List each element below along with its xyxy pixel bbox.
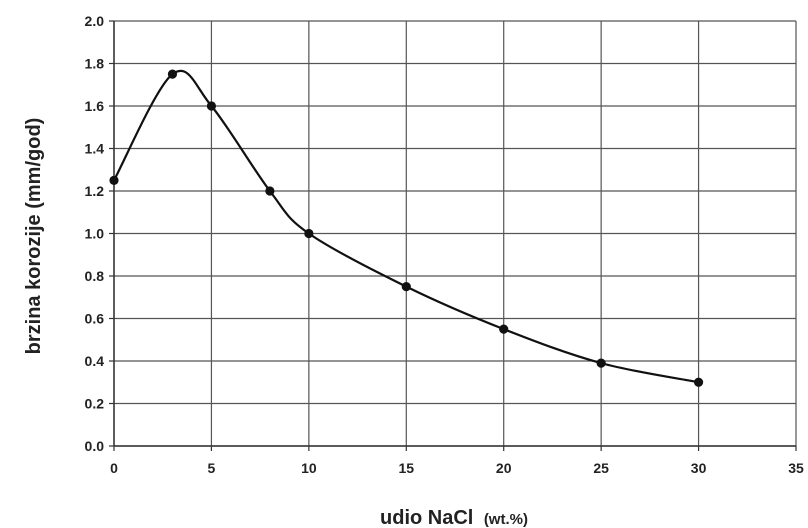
- x-tick-label: 0: [110, 460, 118, 476]
- x-axis-label-unit: (wt.%): [484, 511, 528, 528]
- y-tick-label: 2.0: [85, 13, 105, 29]
- y-tick-label: 0.0: [85, 438, 105, 454]
- x-axis-label-main: udio NaCl: [380, 507, 473, 528]
- y-tick-label: 0.2: [85, 396, 105, 412]
- x-tick-labels: 0 5 10 15 20 25 30 35: [110, 460, 804, 476]
- series-group: [109, 69, 704, 387]
- x-tick-label: 5: [208, 460, 216, 476]
- y-tick-label: 1.8: [85, 56, 105, 72]
- y-tick-label: 1.4: [85, 141, 105, 157]
- y-tick-label: 0.6: [85, 311, 105, 327]
- x-tick-label: 30: [691, 460, 707, 476]
- data-point: [109, 175, 119, 185]
- x-tick-label: 20: [496, 460, 512, 476]
- x-tick-label: 10: [301, 460, 317, 476]
- data-point: [265, 186, 275, 196]
- x-tick-label: 15: [398, 460, 414, 476]
- data-point: [693, 377, 704, 387]
- axes: [109, 20, 797, 451]
- y-axis-label: brzina korozije (mm/god): [23, 118, 45, 355]
- x-axis-label: udio NaCl (wt.%): [380, 507, 528, 528]
- data-point: [499, 324, 509, 334]
- y-tick-label: 0.8: [85, 268, 105, 284]
- y-tick-label: 1.0: [85, 226, 105, 242]
- data-point: [401, 282, 411, 292]
- data-point: [596, 358, 606, 368]
- y-tick-label: 1.2: [85, 183, 105, 199]
- y-tick-label: 1.6: [85, 98, 105, 114]
- y-tick-label: 0.4: [85, 353, 105, 369]
- x-tick-label: 25: [593, 460, 609, 476]
- data-point: [206, 101, 217, 111]
- data-point: [167, 69, 178, 79]
- y-tick-labels: 0.0 0.2 0.4 0.6 0.8 1.0 1.2 1.4 1.6 1.8 2.0: [85, 13, 105, 454]
- x-tick-label: 35: [788, 460, 804, 476]
- data-point: [304, 228, 314, 239]
